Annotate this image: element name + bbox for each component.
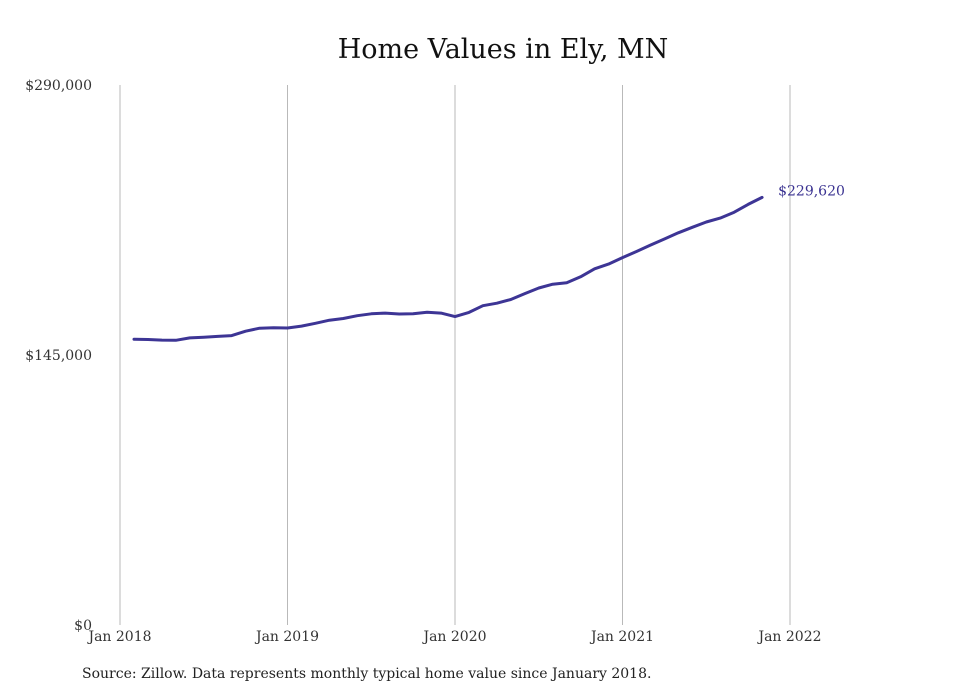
x-tick-label: Jan 2021: [589, 629, 654, 645]
end-value-label: $229,620: [778, 183, 845, 199]
y-tick-label: $290,000: [25, 78, 92, 94]
line-chart: Home Values in Ely, MN $0 $145,000 $290,00…: [25, 34, 845, 645]
x-tick-label: Jan 2019: [254, 629, 319, 645]
y-axis-ticks: $0 $145,000 $290,000: [25, 78, 92, 634]
y-tick-label: $145,000: [25, 348, 92, 364]
y-tick-label: $0: [74, 618, 92, 634]
x-tick-label: Jan 2022: [756, 629, 821, 645]
series-line: [132, 195, 764, 342]
x-axis-ticks: Jan 2018 Jan 2019 Jan 2020 Jan 2021 Jan 2022: [86, 629, 821, 645]
grid-lines: [119, 85, 791, 625]
chart-title: Home Values in Ely, MN: [338, 34, 669, 65]
x-tick-label: Jan 2018: [86, 629, 151, 645]
source-note: Source: Zillow. Data represents monthly …: [82, 666, 652, 682]
x-tick-label: Jan 2020: [421, 629, 486, 645]
